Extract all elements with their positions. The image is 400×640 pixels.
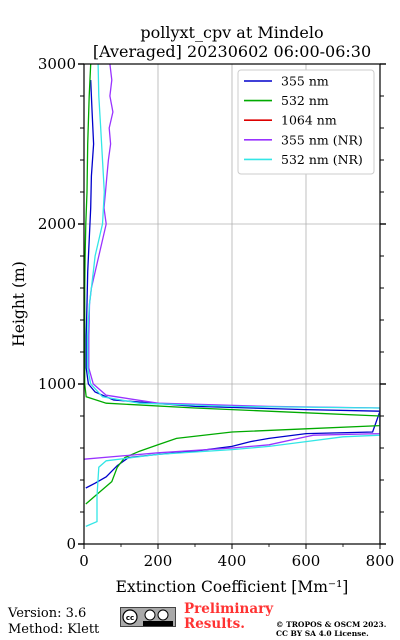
x-tick-label: 600 (292, 552, 321, 570)
legend-label: 355 nm (NR) (281, 132, 363, 147)
x-axis-label: Extinction Coefficient [Mm⁻¹] (116, 578, 349, 596)
x-tick-label: 0 (79, 552, 89, 570)
legend-label: 355 nm (281, 74, 329, 89)
method-text: Method: Klett (8, 622, 100, 637)
legend: 355 nm 532 nm 1064 nm 355 nm (NR) 532 nm (NR… (237, 69, 375, 175)
legend-label: 532 nm (281, 93, 329, 108)
legend-box (237, 69, 375, 175)
y-tick-label: 2000 (38, 215, 76, 233)
legend-label: 532 nm (NR) (281, 152, 363, 167)
x-tick-label: 200 (144, 552, 173, 570)
y-axis-label: Height (m) (10, 261, 28, 347)
x-tick-label: 800 (366, 552, 395, 570)
series-layer (84, 64, 380, 527)
series-line-1 (84, 64, 380, 505)
cc-license-badge: cc (120, 607, 176, 627)
copyright-line2: CC BY SA 4.0 License. (276, 629, 369, 638)
copyright-line1: © TROPOS & OSCM 2023. (276, 620, 387, 629)
preliminary-line2: Results. (184, 616, 245, 632)
copyright-notice: © TROPOS & OSCM 2023. CC BY SA 4.0 Licen… (276, 620, 386, 638)
chart-title-line2: [Averaged] 20230602 06:00-06:30 (93, 42, 371, 61)
series-line-4 (85, 64, 380, 527)
cc-logo-icon: cc (122, 609, 173, 626)
preliminary-line1: Preliminary (184, 601, 274, 617)
x-tick-label: 400 (218, 552, 247, 570)
tick-labels: 0 200 400 600 800 0 1000 2000 3000 (38, 55, 395, 570)
y-tick-label: 3000 (38, 55, 76, 73)
svg-text:cc: cc (126, 614, 134, 622)
chart-title-line1: pollyxt_cpv at Mindelo (140, 23, 323, 42)
preliminary-notice: Preliminary Results. (184, 602, 273, 632)
version-text: Version: 3.6 (8, 606, 87, 621)
axis-ticks (78, 63, 386, 549)
y-tick-label: 0 (66, 535, 76, 553)
legend-label: 1064 nm (281, 113, 337, 128)
y-tick-label: 1000 (38, 375, 76, 393)
